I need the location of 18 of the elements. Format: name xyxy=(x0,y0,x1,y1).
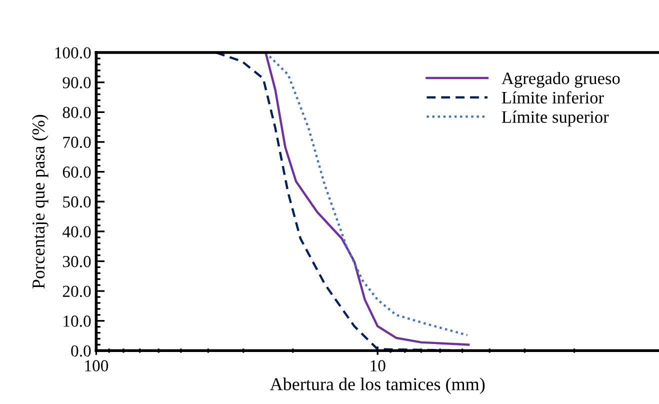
y-tick-label: 60.0 xyxy=(62,166,91,178)
y-tick-label: 20.0 xyxy=(62,286,91,298)
y-tick-label: 0.0 xyxy=(71,345,91,357)
y-tick-label: 10.0 xyxy=(64,316,91,327)
y-tick-label: 70.0 xyxy=(63,136,91,148)
y-tick-label: 100.0 xyxy=(55,47,91,59)
x-tick-label: 10 xyxy=(370,360,386,372)
y-tick-label: 50.0 xyxy=(63,196,91,208)
legend-label: Agregado grueso xyxy=(502,72,620,88)
x-axis-title: Abertura de los tamices (mm) xyxy=(270,378,485,394)
legend-label: Límite superior xyxy=(502,110,609,126)
x-tick-label: 100 xyxy=(85,360,108,372)
y-tick-label: 80.0 xyxy=(62,106,91,118)
y-tick-label: 30.0 xyxy=(62,256,91,268)
y-axis-title: Porcentaje que pasa (%) xyxy=(32,114,48,289)
y-tick-label: 40.0 xyxy=(62,226,91,238)
legend-label: Límite inferior xyxy=(502,91,604,104)
y-tick-label: 90.0 xyxy=(62,77,91,88)
